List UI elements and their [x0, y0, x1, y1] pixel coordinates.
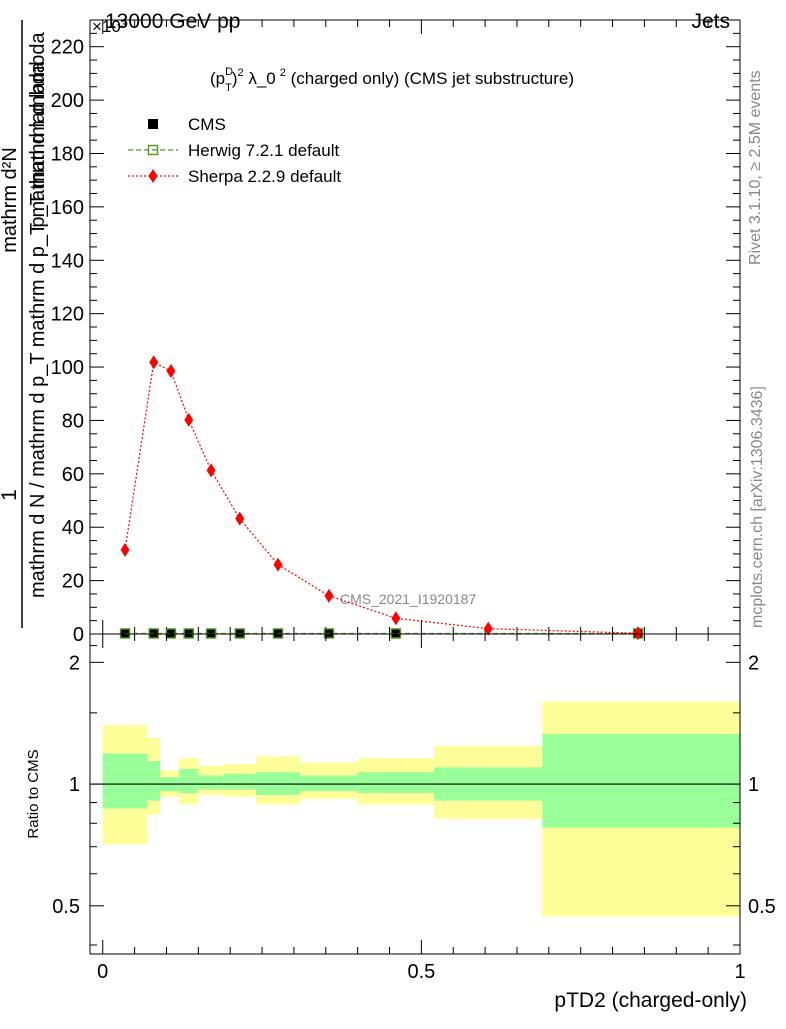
chart-title: (pD T)2 λ_0 2 (charged only) (CMS jet subs…: [210, 66, 574, 94]
ratio-frame: [89, 633, 741, 955]
ratio-y-tick-label: 1: [69, 774, 80, 796]
uncertainty-band-inner: [147, 761, 161, 801]
main-plot-panel: 0 20 40 60 80 100 120 140 160 180 200 220 CMS_2021_…: [51, 19, 741, 646]
ylabel-denominator: mathrm d N / mathrm d p_T mathrm d p_T m…: [27, 61, 49, 598]
energy-label: 13000 GeV pp: [105, 10, 240, 33]
y-multiplier: ×10³: [92, 17, 127, 36]
uncertainty-band-inner: [357, 772, 435, 794]
main-y-tick-label: 160: [51, 197, 84, 219]
cms-point: [183, 628, 194, 639]
herwig-point: [323, 628, 335, 639]
x-tick-label: 1: [734, 961, 745, 983]
uncertainty-band-inner: [179, 768, 199, 794]
sherpa-point: [633, 626, 643, 641]
sherpa-point: [120, 542, 130, 557]
cms-point: [165, 628, 176, 639]
sherpa-point: [324, 588, 334, 603]
legend-entry: CMS: [148, 115, 226, 134]
sherpa-point: [149, 355, 159, 370]
legend-marker: [148, 169, 158, 183]
main-frame: [89, 19, 741, 635]
main-x-ticks: [102, 20, 741, 634]
x-tick-label: 0.5: [407, 961, 435, 983]
main-y-tick-label: 80: [62, 410, 84, 432]
ratio-y-ticks: 0.5 0.5 1 1 2 2: [52, 645, 776, 946]
mcplots-label: mcplots.cern.ch [arXiv:1306.3436]: [749, 386, 766, 628]
sherpa-point: [206, 463, 216, 478]
x-axis-label: pTD2 (charged-only): [554, 989, 747, 1012]
legend-entry: Herwig 7.2.1 default: [128, 141, 339, 160]
cms-point: [206, 628, 217, 639]
sherpa-point: [166, 364, 176, 379]
uncertainty-band-inner: [198, 775, 224, 790]
herwig-point: [390, 628, 402, 639]
sherpa-point: [483, 621, 493, 636]
herwig-point: [148, 628, 159, 639]
legend-marker: [148, 119, 158, 129]
uncertainty-band-inner: [223, 773, 256, 790]
main-y-tick-label: 180: [51, 143, 84, 165]
main-ylabel: 1 mathrm d N / mathrm d p_T mathrm d p_T…: [0, 20, 49, 628]
ratio-y-tick-label-right: 0.5: [748, 896, 776, 918]
main-series-group: [119, 355, 644, 641]
main-y-tick-label: 0: [73, 624, 84, 646]
herwig-point: [165, 628, 177, 639]
main-y-tick-label: 60: [62, 464, 84, 486]
ylabel-numerator: 1: [0, 489, 21, 501]
legend-label: Herwig 7.2.1 default: [188, 141, 339, 160]
uncertainty-band-inner: [542, 733, 740, 828]
analysis-watermark: CMS_2021_I1920187: [340, 591, 476, 607]
ylabel-top-tail: p_T mathrm d lambda: [27, 31, 49, 227]
main-y-tick-label: 220: [51, 37, 84, 59]
legend-entry: Sherpa 2.2.9 default: [128, 167, 341, 186]
rivet-label: Rivet 3.1.10, ≥ 2.5M events: [747, 70, 764, 265]
herwig-point: [205, 628, 217, 639]
legend: CMS Herwig 7.2.1 default Sherpa 2.2.9 defa…: [128, 115, 341, 186]
ratio-plot-panel: 0.5 0.51 12 2 0 0.5 1: [52, 633, 776, 983]
main-y-tick-label: 200: [51, 90, 84, 112]
legend-label: Sherpa 2.2.9 default: [188, 167, 341, 186]
ratio-ylabel: Ratio to CMS: [25, 749, 42, 838]
ratio-x-ticks: 0 0.5 1: [97, 634, 746, 983]
ratio-y-tick-label: 0.5: [52, 896, 80, 918]
sherpa-point: [184, 412, 194, 427]
legend-label: CMS: [188, 115, 226, 134]
main-y-tick-label: 140: [51, 250, 84, 272]
ratio-y-tick-label: 2: [69, 652, 80, 674]
herwig-series: [119, 628, 644, 639]
ratio-y-tick-label-right: 1: [748, 774, 759, 796]
herwig-point: [272, 628, 284, 639]
main-y-tick-label: 120: [51, 304, 84, 326]
process-label: Jets: [691, 10, 730, 33]
ylabel-top: mathrm d²N: [0, 147, 21, 253]
main-y-tick-label: 40: [62, 517, 84, 539]
sherpa-point: [273, 557, 283, 572]
herwig-point: [234, 628, 245, 639]
legend-marker: [147, 144, 159, 156]
herwig-point: [183, 628, 194, 639]
cms-point: [120, 628, 131, 639]
x-tick-label: 0: [97, 961, 108, 983]
main-y-tick-label: 20: [62, 571, 84, 593]
ratio-y-tick-label-right: 2: [748, 652, 759, 674]
herwig-point: [119, 628, 131, 639]
cms-point: [390, 628, 401, 639]
ratio-bands: [102, 701, 740, 917]
uncertainty-band-inner: [102, 753, 148, 809]
sherpa-point: [391, 611, 401, 626]
main-y-ticks: 0 20 40 60 80 100 120 140 160 180 200 220: [51, 19, 740, 646]
sherpa-series: [120, 355, 643, 641]
uncertainty-band-inner: [300, 775, 358, 792]
sherpa-point: [235, 511, 245, 526]
main-y-tick-label: 100: [51, 357, 84, 379]
